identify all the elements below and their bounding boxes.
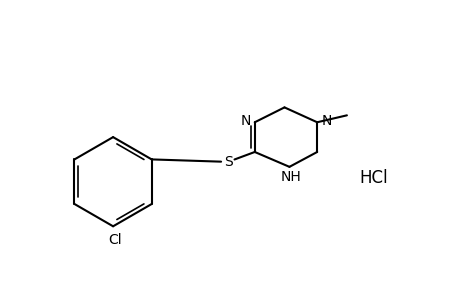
Text: S: S <box>223 155 232 169</box>
Text: N: N <box>320 114 331 128</box>
Text: Cl: Cl <box>108 233 122 247</box>
Text: HCl: HCl <box>358 169 387 187</box>
Text: N: N <box>240 114 250 128</box>
Text: NH: NH <box>280 170 301 184</box>
